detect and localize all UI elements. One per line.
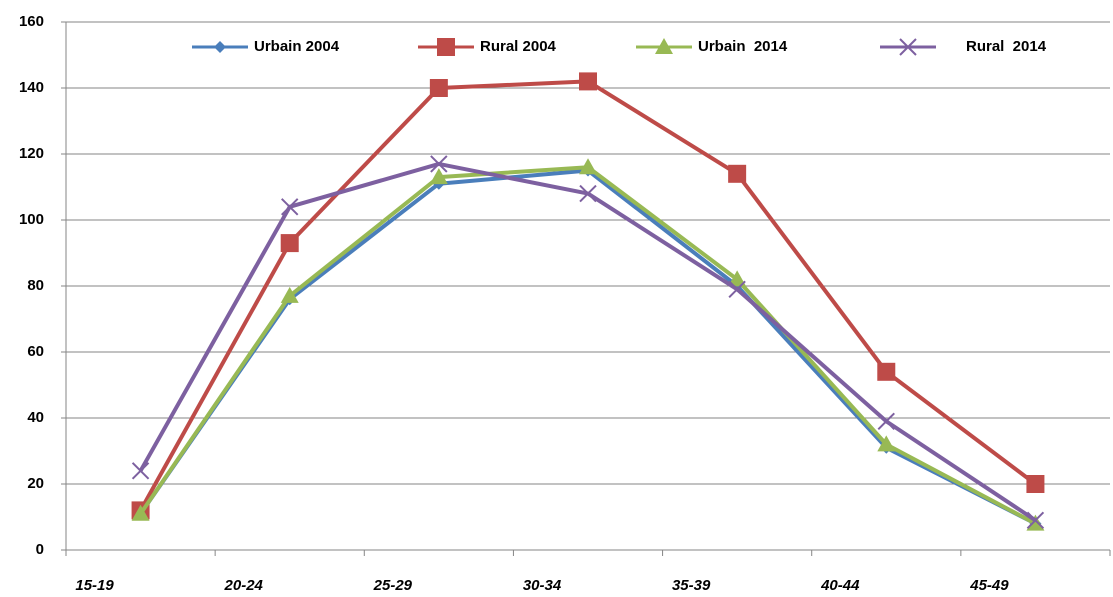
marker <box>131 462 150 480</box>
marker <box>728 280 746 299</box>
marker <box>579 72 597 91</box>
legend-label: Rural 2004 <box>480 38 557 55</box>
marker <box>728 270 747 287</box>
legend-label: Urbain 2014 <box>698 38 788 55</box>
x-tick-label: 20-24 <box>224 577 264 594</box>
y-tick-label: 120 <box>19 145 44 162</box>
x-tick-label: 35-39 <box>672 577 711 594</box>
marker <box>728 164 747 183</box>
marker <box>877 412 895 431</box>
series-line <box>138 161 1037 522</box>
y-tick-label: 160 <box>19 13 44 30</box>
marker <box>877 362 896 381</box>
series-line <box>138 79 1037 512</box>
marker <box>1026 475 1045 493</box>
legend-marker <box>899 38 917 56</box>
legend-marker <box>214 41 226 53</box>
y-tick-label: 40 <box>27 409 44 426</box>
y-tick-label: 0 <box>36 541 44 558</box>
y-tick-label: 80 <box>27 277 44 294</box>
marker <box>131 504 150 521</box>
series-line <box>138 168 1037 526</box>
marker <box>280 234 299 253</box>
marker <box>280 286 299 303</box>
x-tick-label: 25-29 <box>373 577 413 594</box>
marker <box>877 435 896 452</box>
marker <box>1026 514 1045 531</box>
x-tick-label: 45-49 <box>969 577 1009 594</box>
legend-marker <box>655 38 673 54</box>
x-tick-label: 30-34 <box>523 577 562 594</box>
marker <box>1026 511 1045 530</box>
y-tick-label: 60 <box>27 343 44 360</box>
y-tick-label: 100 <box>19 211 44 228</box>
y-tick-label: 140 <box>19 79 44 96</box>
marker <box>579 158 597 175</box>
series-line <box>138 165 1037 526</box>
legend-marker <box>437 38 455 56</box>
legend-label: Urbain 2004 <box>254 38 340 55</box>
marker <box>579 184 597 203</box>
x-tick-label: 15-19 <box>75 577 114 594</box>
legend-label: Rural 2014 <box>966 38 1047 55</box>
x-tick-label: 40-44 <box>820 577 860 594</box>
y-tick-label: 20 <box>27 475 44 492</box>
marker <box>281 198 299 216</box>
marker <box>430 155 448 173</box>
marker <box>429 79 448 97</box>
marker <box>429 168 448 185</box>
